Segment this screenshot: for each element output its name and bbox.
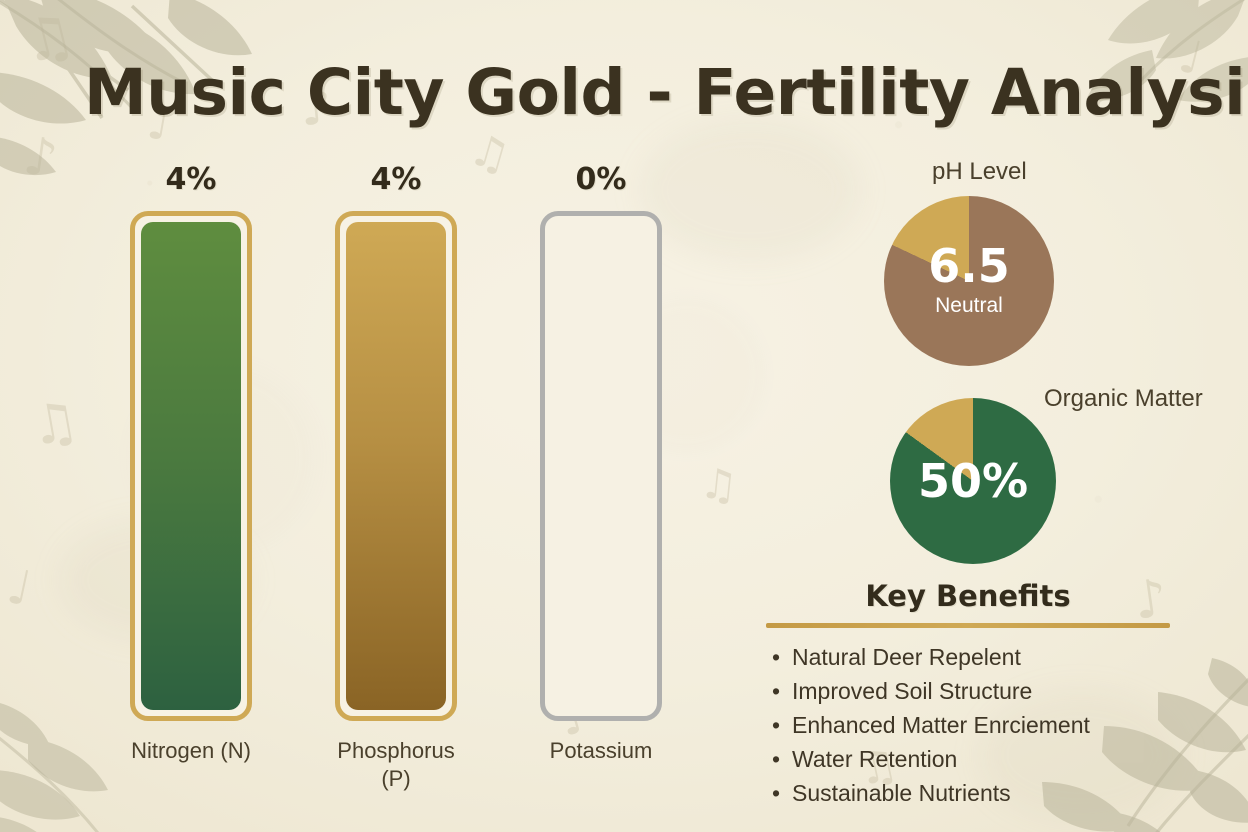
key-benefits-divider [766, 623, 1170, 628]
bar-fill-nitrogen [141, 222, 241, 710]
music-note-icon: ♩ [2, 558, 37, 618]
bar-fill-phosphorus [346, 222, 446, 710]
ph-gauge-label: pH Level [932, 158, 1027, 185]
page-title: Music City Gold - Fertility Analysis [84, 56, 1248, 129]
list-item: Enhanced Matter Enrciement [766, 708, 1170, 742]
bar-column-nitrogen: 4% Nitrogen (N) [96, 165, 286, 795]
key-benefits-list: Natural Deer Repelent Improved Soil Stru… [766, 640, 1170, 810]
bar-track-nitrogen[interactable] [130, 211, 252, 721]
list-item: Improved Soil Structure [766, 674, 1170, 708]
ph-descriptor: Neutral [935, 294, 1003, 318]
bar-value-label: 0% [575, 162, 627, 197]
organic-matter-gauge: Organic Matter 50% [890, 385, 1203, 564]
npk-bar-chart: 4% Nitrogen (N) 4% Phosphorus (P) 0% Pot… [96, 165, 736, 795]
bar-category-label-phosphorus: Phosphorus (P) [337, 738, 455, 791]
ph-value: 6.5 [928, 239, 1010, 294]
bar-category-label-nitrogen: Nitrogen (N) [131, 738, 251, 763]
organic-matter-label: Organic Matter [1044, 385, 1203, 412]
list-item: Natural Deer Repelent [766, 640, 1170, 674]
bar-category-label-potassium: Potassium [549, 738, 653, 763]
bar-track-phosphorus[interactable] [335, 211, 457, 721]
list-item: Water Retention [766, 742, 1170, 776]
organic-matter-pie-chart[interactable]: 50% [890, 398, 1056, 564]
key-benefits-heading: Key Benefits [865, 579, 1071, 613]
ph-pie-chart[interactable]: 6.5 Neutral [884, 196, 1054, 366]
bar-column-potassium: 0% Potassium [506, 165, 696, 795]
music-note-icon: ♪ [19, 125, 62, 191]
music-note-icon: ♫ [24, 388, 84, 459]
ph-gauge: pH Level 6.5 Neutral [884, 158, 1054, 366]
list-item: Sustainable Nutrients [766, 776, 1170, 810]
organic-matter-center-text: 50% [890, 398, 1056, 564]
organic-matter-value: 50% [917, 454, 1029, 508]
bar-value-label: 4% [370, 162, 422, 197]
bar-track-potassium[interactable] [540, 211, 662, 721]
bar-value-label: 4% [165, 162, 217, 197]
ph-center-text: 6.5 Neutral [884, 196, 1054, 366]
music-note-icon: ♫ [14, 0, 82, 78]
bar-column-phosphorus: 4% Phosphorus (P) [301, 165, 491, 795]
key-benefits-panel: Key Benefits Natural Deer Repelent Impro… [766, 582, 1170, 810]
